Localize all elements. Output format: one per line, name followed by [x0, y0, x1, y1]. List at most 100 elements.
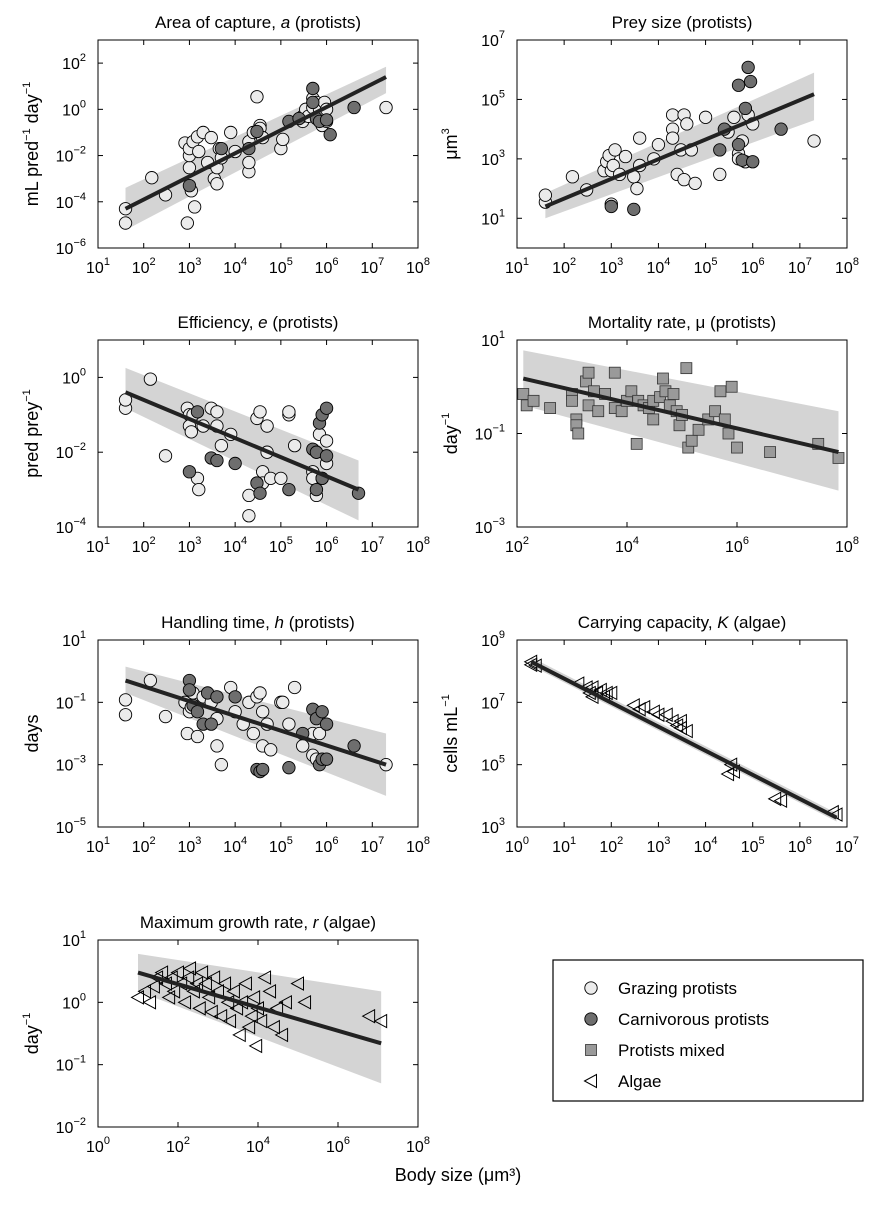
legend-label: Grazing protists [618, 979, 737, 998]
x-tick-label: 101 [86, 256, 110, 277]
data-point [149, 970, 164, 985]
x-tick-label: 107 [360, 535, 384, 556]
y-tick-label: 102 [62, 52, 86, 73]
data-point [214, 141, 229, 156]
data-point [647, 413, 660, 426]
data-point [234, 994, 249, 1010]
data-point [709, 405, 722, 418]
data-point [319, 717, 334, 731]
data-point [137, 984, 152, 999]
regression-line [124, 678, 387, 767]
data-point [210, 177, 224, 191]
x-tick-label: 102 [599, 835, 623, 856]
data-point [238, 976, 252, 991]
data-point [256, 705, 270, 719]
data-point [287, 438, 302, 453]
data-point [250, 124, 264, 139]
x-tick-label: 100 [86, 1135, 110, 1156]
data-point [282, 761, 296, 775]
data-point [210, 690, 224, 704]
regression-line [124, 75, 387, 211]
data-point [276, 695, 290, 709]
data-point [213, 1008, 228, 1024]
data-point [154, 965, 169, 980]
data-point [572, 427, 585, 440]
data-point [738, 101, 753, 116]
data-point [774, 122, 788, 136]
x-tick-label: 108 [835, 535, 859, 556]
x-tick-label: 106 [725, 535, 749, 556]
data-point [764, 446, 777, 459]
regression-line [124, 390, 360, 492]
x-tick-label: 104 [246, 1135, 270, 1156]
data-point [266, 1019, 280, 1035]
data-point [566, 394, 578, 407]
data-point [282, 405, 296, 419]
x-tick-label: 108 [406, 835, 430, 856]
data-point [118, 708, 133, 722]
y-axis-label: day−1 [21, 1013, 42, 1055]
data-point [698, 110, 713, 124]
data-point [198, 976, 212, 991]
x-tick-label: 106 [315, 835, 339, 856]
data-point [538, 188, 553, 202]
legend-frame [552, 959, 864, 1102]
data-point [296, 739, 310, 753]
series-grazing-protists [538, 108, 821, 211]
x-tick-label: 102 [132, 535, 156, 556]
series-carnivorous-protists [182, 401, 366, 500]
data-point [228, 456, 242, 471]
data-point [731, 78, 746, 92]
data-point [315, 705, 329, 719]
regression-line [530, 660, 838, 820]
y-tick-label: 101 [62, 629, 86, 650]
legend-items: Grazing protists Carnivorous protists Prot… [583, 979, 769, 1091]
data-point [146, 979, 160, 994]
panel-title: Efficiency, e (protists) [178, 313, 339, 332]
x-tick-label: 102 [552, 256, 576, 277]
data-point [158, 709, 173, 724]
panel-1: 101 102 103 104 105 106 107 108 10−6 10−4 10−2 100 1… [21, 13, 430, 277]
data-point [187, 200, 202, 214]
y-tick-label: 10−2 [56, 1116, 86, 1137]
x-tick-label: 104 [223, 256, 247, 277]
data-point [282, 717, 296, 731]
data-point [627, 202, 641, 216]
legend: Grazing protists Carnivorous protists Prot… [552, 959, 864, 1102]
legend-entry: Protists mixed [585, 1041, 725, 1060]
data-point [242, 488, 256, 503]
x-tick-label: 102 [132, 835, 156, 856]
panel-3: 101 102 103 104 105 106 107 108 10−4 10−2 100 Effic… [21, 313, 430, 556]
data-point [118, 693, 133, 707]
plot-area [523, 654, 843, 822]
data-point [618, 149, 633, 164]
data-point [253, 405, 267, 419]
data-point [158, 449, 173, 463]
data-point [228, 690, 242, 704]
panel-title: Maximum growth rate, r (algae) [140, 913, 376, 932]
data-point [226, 984, 240, 999]
data-point [741, 60, 755, 75]
data-point [222, 1013, 237, 1029]
data-point [206, 970, 221, 985]
y-axis-label: days [22, 714, 42, 752]
data-point [241, 1019, 256, 1035]
y-tick-label: 101 [481, 329, 505, 350]
data-point [677, 172, 691, 187]
data-point [297, 994, 312, 1010]
data-point [192, 1001, 206, 1016]
data-point [214, 758, 229, 772]
x-tick-label: 104 [223, 535, 247, 556]
data-point [282, 482, 296, 497]
data-point [630, 437, 643, 450]
y-tick-label: 10−1 [56, 1054, 86, 1075]
x-tick-label: 101 [86, 535, 110, 556]
data-point [608, 143, 622, 157]
data-point [253, 686, 267, 700]
data-point [250, 90, 264, 104]
data-point [651, 138, 666, 152]
x-tick-label: 105 [269, 835, 293, 856]
y-tick-label: 10−4 [56, 516, 86, 537]
data-point [603, 685, 618, 701]
